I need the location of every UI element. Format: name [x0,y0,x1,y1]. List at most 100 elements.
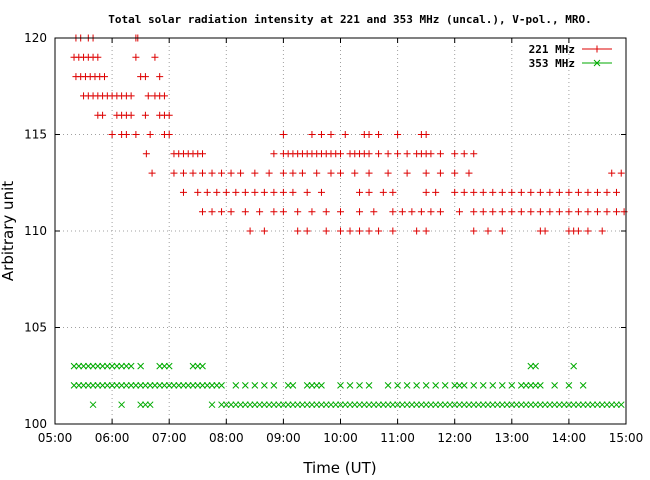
data-point [541,227,549,235]
data-point [470,208,478,216]
data-point [398,208,406,216]
data-point [394,131,402,138]
data-point [127,92,135,100]
data-point [603,188,611,196]
data-point [241,382,249,389]
data-point [341,401,349,409]
data-point [498,188,506,196]
x-axis-label: Time (UT) [302,459,376,477]
data-point [403,150,411,158]
data-point [456,382,463,389]
data-point [422,227,430,235]
data-point [84,362,92,370]
data-point [532,362,539,370]
x-axis-ticks: 05:00 06:00 07:00 08:00 09:00 10:00 11:00 12:00… [38,38,643,445]
data-point [337,401,344,409]
data-point [527,208,535,216]
data-point [189,382,197,389]
data-point [289,401,297,409]
data-point [317,188,325,196]
data-point [356,188,364,196]
data-point [289,382,297,389]
data-point [508,208,516,216]
data-point [80,382,87,389]
data-point [146,401,154,409]
data-point [261,382,268,389]
data-point [127,362,135,370]
data-point [598,227,606,235]
data-point [313,169,321,177]
x-tick-label: 06:00 [95,431,130,445]
data-point [408,401,416,409]
data-point [365,188,373,196]
data-point [294,208,302,216]
x-tick-label: 05:00 [38,431,73,445]
data-point [94,382,102,389]
data-point [594,401,601,409]
data-point [422,401,430,409]
data-point [327,169,335,177]
data-point [612,188,620,196]
data-point [479,188,487,196]
data-point [137,362,145,370]
data-point [351,401,359,409]
data-point [113,382,121,389]
data-point [118,401,125,409]
data-point [579,382,587,389]
data-point [555,188,563,196]
data-point [574,227,582,235]
data-point [175,382,183,389]
data-point [184,382,192,389]
data-point [441,382,449,389]
data-point [318,401,325,409]
data-point [251,169,259,177]
data-point [484,401,492,409]
legend-sample-221 [582,45,612,53]
data-point [303,227,311,235]
data-point [337,150,344,158]
data-point [418,401,425,409]
data-point [356,208,364,216]
data-point [160,92,168,100]
data-point [89,382,97,389]
data-point [570,362,578,370]
data-point [222,401,230,409]
data-point [227,208,235,216]
data-point [213,188,221,196]
chart-title: Total solar radiation intensity at 221 a… [108,13,591,26]
data-point [546,188,554,196]
data-point [384,150,392,158]
data-point [565,401,573,409]
data-point [84,382,92,389]
data-point [227,401,235,409]
data-point [613,401,620,409]
data-point [222,188,230,196]
data-point [608,401,616,409]
data-point [246,227,254,235]
data-point [161,382,168,389]
data-point [275,401,282,409]
data-point [232,382,240,389]
data-point [527,401,535,409]
data-point [108,362,116,370]
data-point [565,188,573,196]
data-point [303,382,311,389]
data-point [199,150,207,158]
data-point [589,401,597,409]
data-point [80,362,87,370]
data-point [546,208,554,216]
data-point [617,169,625,177]
data-point [517,208,525,216]
data-point [232,401,240,409]
data-point [208,382,216,389]
data-point [560,401,568,409]
data-point [165,131,173,138]
legend-label-221: 221 MHz [529,43,575,56]
data-point [465,401,473,409]
data-point [451,401,459,409]
data-point [246,401,254,409]
data-point [199,382,206,389]
data-point [384,382,392,389]
data-point [94,362,102,370]
